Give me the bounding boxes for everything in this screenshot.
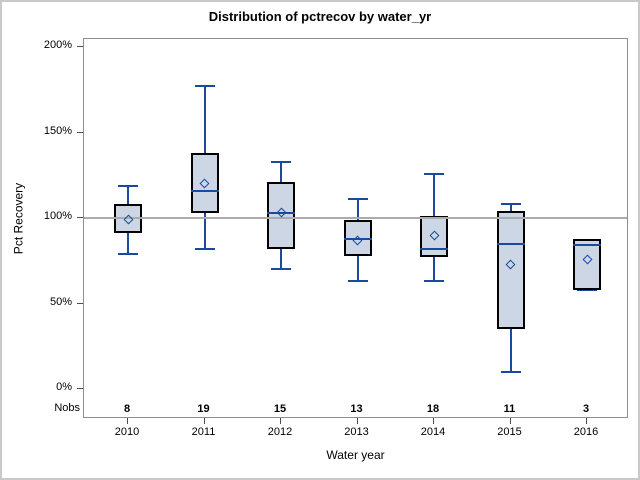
y-tick-mark [77,46,83,47]
x-tick-label: 2014 [420,426,446,438]
y-tick-label: 50% [49,295,72,308]
nobs-row-label: Nobs [54,402,80,414]
y-tick-label: 200% [43,39,72,51]
lower-whisker [203,212,206,249]
x-tick-label: 2013 [344,426,369,438]
upper-whisker [509,204,512,212]
lower-whisker-cap [271,268,291,271]
nobs-value: 15 [273,403,287,415]
upper-whisker-cap [271,160,291,163]
upper-whisker-cap [347,198,368,201]
reference-line [84,217,627,219]
x-tick-mark [433,418,434,424]
x-tick-label: 2010 [114,426,140,438]
lower-whisker [509,329,512,372]
lower-whisker-cap [500,370,521,373]
lower-whisker [433,257,435,282]
median-line [420,247,448,250]
lower-whisker-cap [347,280,368,283]
lower-whisker-cap [118,252,138,255]
y-axis-label: Pct Recovery [11,182,26,255]
lower-whisker-cap [424,280,444,283]
upper-whisker [127,185,129,205]
box-2014 [420,216,448,258]
box-2011 [190,153,219,213]
nobs-value: 3 [582,403,590,415]
box-2016 [573,238,601,290]
upper-whisker [203,86,206,154]
upper-whisker [280,161,282,183]
nobs-value: 11 [503,403,516,415]
chart-title: Distribution of pctrecov by water_yr [208,9,432,24]
y-tick-mark [77,388,83,389]
upper-whisker-cap [500,203,521,206]
lower-whisker-cap [194,247,215,250]
nobs-value: 8 [123,403,131,415]
plot-area [83,38,628,418]
upper-whisker [433,173,435,217]
x-tick-label: 2012 [267,426,293,438]
upper-whisker-cap [424,172,444,175]
x-tick-mark [356,418,358,424]
lower-whisker [127,233,129,254]
lower-whisker [280,248,282,270]
median-line [496,242,525,245]
x-tick-label: 2011 [191,426,216,438]
y-tick-label: 0% [56,381,72,393]
x-tick-mark [280,418,281,424]
box-2012 [267,182,295,249]
nobs-value: 13 [350,403,363,415]
upper-whisker [356,199,359,220]
y-tick-label: 150% [43,124,72,137]
x-axis-label: Water year [326,448,385,462]
median-line [343,237,372,240]
x-tick-mark [509,418,511,424]
x-tick-label: 2015 [497,426,522,438]
lower-whisker [356,255,359,282]
upper-whisker-cap [118,184,138,187]
median-line [267,211,295,214]
x-tick-mark [127,418,128,424]
x-tick-mark [586,418,587,424]
box-2015 [496,211,525,330]
median-line [190,189,219,192]
lower-whisker-cap [577,288,597,291]
y-tick-mark [77,217,83,218]
upper-whisker-cap [194,85,215,88]
y-tick-mark [77,302,83,304]
median-line [573,244,601,247]
x-tick-mark [203,418,205,424]
y-tick-mark [77,131,83,133]
x-tick-label: 2016 [573,426,599,438]
nobs-value: 18 [426,403,440,415]
y-tick-label: 100% [43,210,72,222]
nobs-value: 19 [197,403,210,415]
